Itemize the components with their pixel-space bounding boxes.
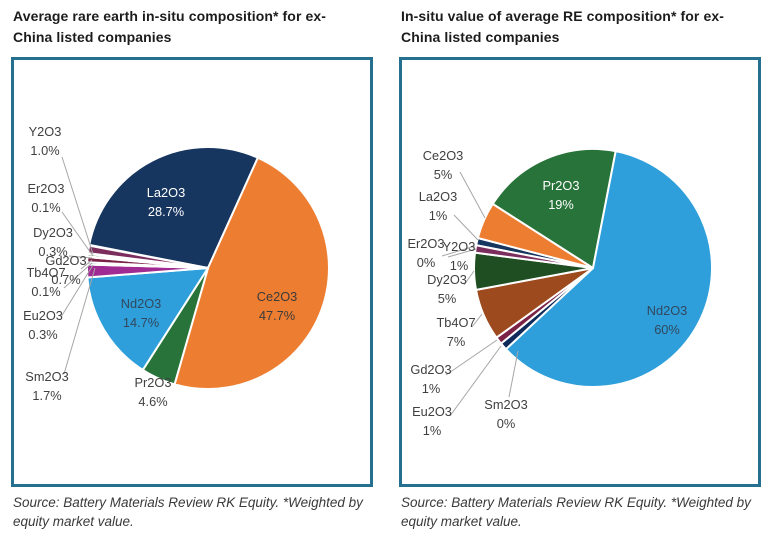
slice-value-sm2o3: 1.7% <box>32 388 61 403</box>
slice-value-ce2o3: 47.7% <box>259 308 295 323</box>
pie-slice-ce2o3 <box>173 156 330 390</box>
leader-line-er2o3 <box>441 245 476 257</box>
slice-label-y2o3: Y2O3 <box>29 124 62 139</box>
leader-line-tb4o7 <box>63 262 93 289</box>
slice-value-pr2o3: 4.6% <box>138 394 167 409</box>
leader-line-tb4o7 <box>471 313 483 328</box>
leader-line-sm2o3 <box>63 267 96 375</box>
chart-title-right: In-situ value of average RE composition*… <box>401 8 724 45</box>
slice-value-gd2o3: 1% <box>422 381 441 396</box>
leader-line-dy2o3 <box>463 270 475 286</box>
slice-value-eu2o3: 0.3% <box>28 327 57 342</box>
chart-title-left: Average rare earth in-situ composition* … <box>13 8 327 45</box>
slice-value-tb4o7: 0.1% <box>31 284 60 299</box>
slice-label-la2o3: La2O3 <box>419 189 457 204</box>
slice-value-eu2o3: 1% <box>423 423 442 438</box>
slice-value-gd2o3: 0.7% <box>51 272 80 287</box>
source-note-left: Source: Battery Materials Review RK Equi… <box>13 495 363 529</box>
pie-chart-composition: La2O3 28.7% Ce2O3 47.7% Pr2O3 4.6% Nd2O3 14.7% S… <box>23 124 330 409</box>
slice-label-nd2o3: Nd2O3 <box>647 303 688 318</box>
pie-chart-insitu-value: La2O3 1% Ce2O3 5% Pr2O3 19% Nd2O3 60% Sm2O3 0% Eu2… <box>408 148 713 438</box>
slice-value-er2o3: 0% <box>417 255 436 270</box>
slice-value-y2o3: 1% <box>450 258 469 273</box>
leader-line-la2o3 <box>453 214 479 241</box>
slice-label-dy2o3: Dy2O3 <box>33 225 73 240</box>
slice-value-sm2o3: 0% <box>497 416 516 431</box>
slice-label-tb4o7: Tb4O7 <box>26 265 65 280</box>
slice-value-dy2o3: 0.3% <box>38 244 67 259</box>
leader-line-ce2o3 <box>459 171 486 219</box>
slice-label-y2o3: Y2O3 <box>443 239 476 254</box>
leader-line-er2o3 <box>61 211 94 257</box>
pie-slice-la2o3 <box>88 146 259 269</box>
leader-line-sm2o3 <box>508 350 519 398</box>
slice-value-la2o3: 1% <box>429 208 448 223</box>
slice-label-er2o3: Er2O3 <box>408 236 445 251</box>
slice-value-er2o3: 0.1% <box>31 200 60 215</box>
slice-label-nd2o3: Nd2O3 <box>121 296 162 311</box>
pie-slice-nd2o3 <box>504 150 713 388</box>
slice-value-tb4o7: 7% <box>447 334 466 349</box>
slice-label-pr2o3: Pr2O3 <box>135 375 172 390</box>
chart-frame-left: La2O3 28.7% Ce2O3 47.7% Pr2O3 4.6% Nd2O3 14.7% S… <box>11 57 373 487</box>
pie-slice-nd2o3 <box>86 267 209 371</box>
slice-label-tb4o7: Tb4O7 <box>436 315 475 330</box>
leader-line-gd2o3 <box>80 259 93 270</box>
slice-value-nd2o3: 14.7% <box>123 315 159 330</box>
slice-label-la2o3: La2O3 <box>147 185 185 200</box>
leader-line-gd2o3 <box>445 339 498 376</box>
slice-value-pr2o3: 19% <box>548 197 574 212</box>
slice-value-ce2o3: 5% <box>434 167 453 182</box>
slice-label-er2o3: Er2O3 <box>28 181 65 196</box>
slice-value-dy2o3: 5% <box>438 291 457 306</box>
slice-label-gd2o3: Gd2O3 <box>410 362 451 377</box>
slice-label-dy2o3: Dy2O3 <box>427 272 467 287</box>
slice-value-la2o3: 28.7% <box>148 204 184 219</box>
leader-line-y2o3 <box>61 156 94 255</box>
slice-label-gd2o3: Gd2O3 <box>45 253 86 268</box>
leader-line-y2o3 <box>447 248 477 258</box>
slice-label-ce2o3: Ce2O3 <box>257 289 298 304</box>
slice-value-y2o3: 1.0% <box>30 143 59 158</box>
slice-label-sm2o3: Sm2O3 <box>484 397 527 412</box>
slice-label-pr2o3: Pr2O3 <box>543 178 580 193</box>
slice-label-eu2o3: Eu2O3 <box>412 404 452 419</box>
leader-line-dy2o3 <box>68 255 93 259</box>
slice-label-eu2o3: Eu2O3 <box>23 308 63 323</box>
chart-frame-right: La2O3 1% Ce2O3 5% Pr2O3 19% Nd2O3 60% Sm2O3 0% Eu2… <box>399 57 761 487</box>
source-note-right: Source: Battery Materials Review RK Equi… <box>401 495 751 529</box>
pie-slice-pr2o3 <box>491 148 617 269</box>
slice-label-ce2o3: Ce2O3 <box>423 148 464 163</box>
slice-value-nd2o3: 60% <box>654 322 680 337</box>
leader-line-eu2o3 <box>60 264 94 318</box>
leader-line-eu2o3 <box>449 345 502 417</box>
slice-label-sm2o3: Sm2O3 <box>25 369 68 384</box>
